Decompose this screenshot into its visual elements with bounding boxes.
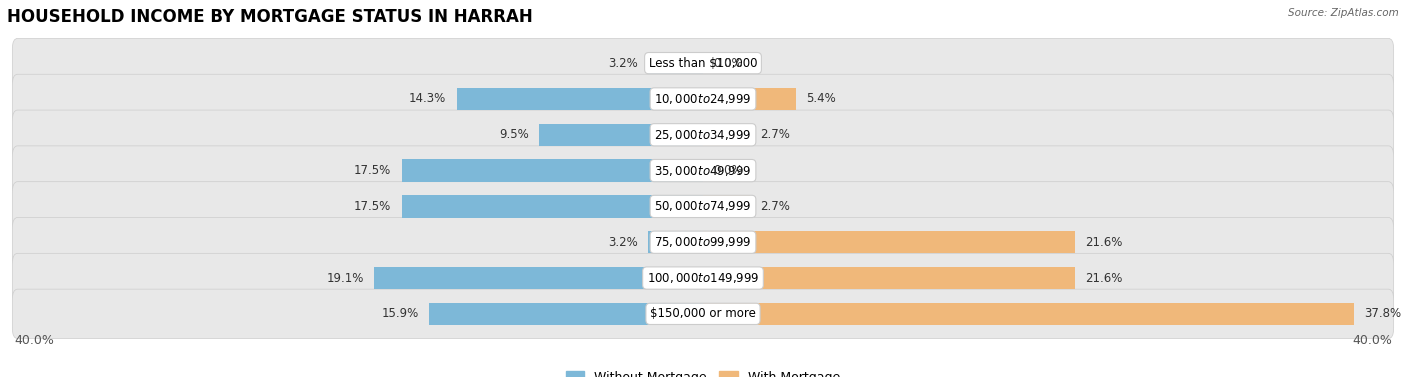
Text: 5.4%: 5.4% [807, 92, 837, 106]
Text: Less than $10,000: Less than $10,000 [648, 57, 758, 70]
Text: 2.7%: 2.7% [759, 200, 790, 213]
Text: 19.1%: 19.1% [326, 271, 364, 285]
FancyBboxPatch shape [13, 74, 1393, 124]
FancyBboxPatch shape [13, 182, 1393, 231]
Legend: Without Mortgage, With Mortgage: Without Mortgage, With Mortgage [561, 366, 845, 377]
Text: 3.2%: 3.2% [607, 57, 637, 70]
Text: $150,000 or more: $150,000 or more [650, 307, 756, 320]
Bar [703, 267, 1076, 289]
Bar [703, 88, 796, 110]
FancyBboxPatch shape [13, 218, 1393, 267]
Text: 40.0%: 40.0% [14, 334, 53, 346]
FancyBboxPatch shape [13, 253, 1393, 303]
Text: $25,000 to $34,999: $25,000 to $34,999 [654, 128, 752, 142]
Text: 0.0%: 0.0% [713, 57, 742, 70]
Text: HOUSEHOLD INCOME BY MORTGAGE STATUS IN HARRAH: HOUSEHOLD INCOME BY MORTGAGE STATUS IN H… [7, 8, 533, 26]
Bar [703, 195, 749, 218]
Bar [703, 124, 749, 146]
Text: $50,000 to $74,999: $50,000 to $74,999 [654, 199, 752, 213]
Bar [703, 231, 1076, 253]
Bar [402, 195, 703, 218]
Bar [457, 88, 703, 110]
Bar [648, 231, 703, 253]
Text: 2.7%: 2.7% [759, 128, 790, 141]
Text: 37.8%: 37.8% [1364, 307, 1402, 320]
Text: $10,000 to $24,999: $10,000 to $24,999 [654, 92, 752, 106]
Text: 17.5%: 17.5% [354, 200, 391, 213]
Text: 21.6%: 21.6% [1085, 271, 1123, 285]
Bar [429, 303, 703, 325]
Text: 15.9%: 15.9% [381, 307, 419, 320]
FancyBboxPatch shape [13, 110, 1393, 159]
Text: $100,000 to $149,999: $100,000 to $149,999 [647, 271, 759, 285]
Bar [540, 124, 703, 146]
Text: 21.6%: 21.6% [1085, 236, 1123, 249]
Text: $75,000 to $99,999: $75,000 to $99,999 [654, 235, 752, 249]
Text: 17.5%: 17.5% [354, 164, 391, 177]
Text: Source: ZipAtlas.com: Source: ZipAtlas.com [1288, 8, 1399, 18]
Bar [703, 303, 1354, 325]
Bar [374, 267, 703, 289]
Bar [648, 52, 703, 74]
Text: 40.0%: 40.0% [1353, 334, 1392, 346]
Text: 3.2%: 3.2% [607, 236, 637, 249]
FancyBboxPatch shape [13, 289, 1393, 339]
Text: 14.3%: 14.3% [409, 92, 446, 106]
Text: $35,000 to $49,999: $35,000 to $49,999 [654, 164, 752, 178]
Text: 0.0%: 0.0% [713, 164, 742, 177]
Text: 9.5%: 9.5% [499, 128, 529, 141]
FancyBboxPatch shape [13, 146, 1393, 195]
Bar [402, 159, 703, 182]
FancyBboxPatch shape [13, 38, 1393, 88]
